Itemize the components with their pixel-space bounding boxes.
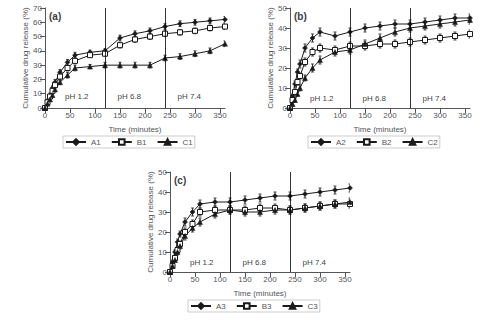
- svg-text:200: 200: [383, 111, 397, 120]
- svg-text:200: 200: [138, 111, 152, 120]
- svg-text:10: 10: [158, 248, 167, 257]
- svg-text:pH 7.4: pH 7.4: [178, 92, 202, 101]
- svg-text:50: 50: [278, 4, 287, 13]
- svg-text:pH 6.8: pH 6.8: [363, 94, 387, 103]
- svg-text:0: 0: [37, 103, 42, 113]
- svg-text:0: 0: [43, 111, 48, 120]
- svg-text:(c): (c): [174, 175, 186, 186]
- svg-text:300: 300: [313, 275, 327, 284]
- svg-text:C2: C2: [428, 138, 439, 147]
- svg-text:300: 300: [188, 111, 202, 120]
- svg-text:100: 100: [213, 275, 227, 284]
- svg-text:C1: C1: [183, 138, 194, 147]
- svg-text:A3: A3: [216, 302, 226, 311]
- svg-text:40: 40: [33, 46, 42, 55]
- svg-text:B1: B1: [137, 138, 147, 147]
- svg-text:B3: B3: [262, 302, 272, 311]
- svg-text:A1: A1: [91, 138, 101, 147]
- svg-text:0: 0: [282, 103, 287, 113]
- svg-text:pH 1.2: pH 1.2: [310, 94, 334, 103]
- svg-text:B2: B2: [382, 138, 392, 147]
- svg-text:50: 50: [158, 168, 167, 177]
- svg-text:pH 6.8: pH 6.8: [243, 258, 267, 267]
- svg-text:Time (minutes): Time (minutes): [353, 125, 406, 134]
- svg-text:Time (minutes): Time (minutes): [233, 289, 286, 298]
- svg-text:350: 350: [338, 275, 352, 284]
- svg-text:0: 0: [162, 267, 167, 277]
- svg-text:150: 150: [238, 275, 252, 284]
- svg-text:Cumulative drug release (%): Cumulative drug release (%): [266, 7, 275, 109]
- svg-text:250: 250: [288, 275, 302, 284]
- svg-text:350: 350: [458, 111, 472, 120]
- svg-text:pH 7.4: pH 7.4: [303, 258, 327, 267]
- svg-text:20: 20: [278, 64, 287, 73]
- svg-text:250: 250: [163, 111, 177, 120]
- svg-text:10: 10: [33, 89, 42, 98]
- svg-text:0: 0: [168, 275, 173, 284]
- svg-text:350: 350: [213, 111, 227, 120]
- svg-text:pH 6.8: pH 6.8: [118, 92, 142, 101]
- svg-text:50: 50: [66, 111, 75, 120]
- svg-text:A2: A2: [336, 138, 346, 147]
- svg-text:pH 1.2: pH 1.2: [65, 92, 89, 101]
- svg-text:0: 0: [288, 111, 293, 120]
- svg-text:40: 40: [278, 24, 287, 33]
- svg-text:10: 10: [278, 84, 287, 93]
- svg-text:50: 50: [191, 275, 200, 284]
- svg-text:50: 50: [33, 32, 42, 41]
- svg-text:200: 200: [263, 275, 277, 284]
- svg-text:Time (minutes): Time (minutes): [108, 125, 161, 134]
- svg-text:60: 60: [33, 18, 42, 27]
- svg-text:Cumulative drug release (%): Cumulative drug release (%): [146, 171, 155, 273]
- svg-text:250: 250: [408, 111, 422, 120]
- svg-text:30: 30: [158, 208, 167, 217]
- svg-text:C3: C3: [308, 302, 319, 311]
- svg-text:20: 20: [158, 228, 167, 237]
- svg-text:40: 40: [158, 188, 167, 197]
- svg-text:30: 30: [278, 44, 287, 53]
- svg-text:150: 150: [113, 111, 127, 120]
- svg-text:70: 70: [33, 4, 42, 13]
- svg-text:Cumulative drug release (%): Cumulative drug release (%): [21, 7, 30, 109]
- svg-text:(a): (a): [49, 11, 61, 22]
- svg-text:300: 300: [433, 111, 447, 120]
- svg-text:pH 7.4: pH 7.4: [423, 94, 447, 103]
- svg-text:20: 20: [33, 75, 42, 84]
- svg-text:pH 1.2: pH 1.2: [190, 258, 214, 267]
- svg-text:100: 100: [333, 111, 347, 120]
- svg-text:30: 30: [33, 61, 42, 70]
- svg-text:50: 50: [311, 111, 320, 120]
- svg-text:150: 150: [358, 111, 372, 120]
- svg-text:100: 100: [88, 111, 102, 120]
- svg-text:(b): (b): [294, 11, 307, 22]
